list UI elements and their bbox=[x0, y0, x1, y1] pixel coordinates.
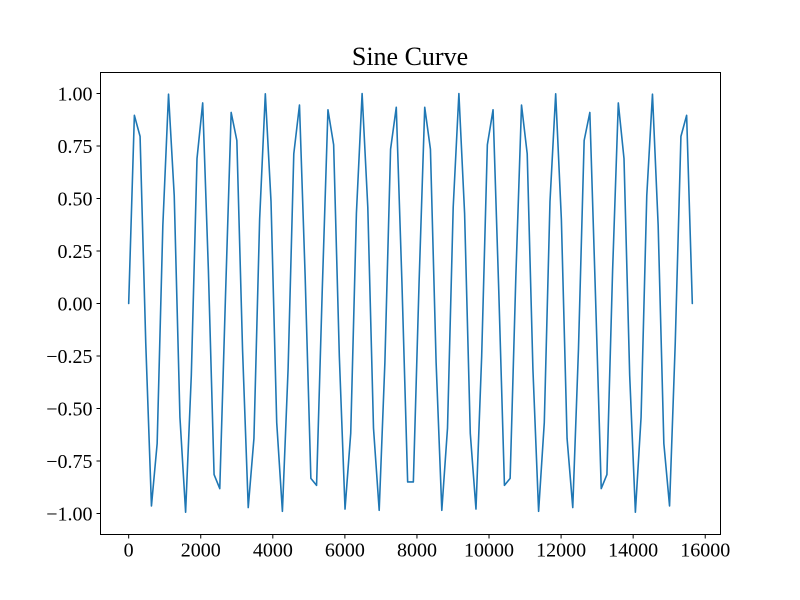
y-tick-label: 1.00 bbox=[58, 84, 93, 106]
y-tick-label: −1.00 bbox=[46, 504, 92, 526]
y-tick-label: −0.50 bbox=[46, 399, 92, 421]
x-tick-label: 2000 bbox=[181, 540, 221, 562]
y-tick-label: 0.00 bbox=[58, 294, 93, 316]
x-tick-label: 4000 bbox=[253, 540, 293, 562]
x-tick-label: 0 bbox=[124, 540, 134, 562]
axes-spines bbox=[100, 72, 721, 535]
chart-title: Sine Curve bbox=[352, 42, 468, 71]
x-tick-label: 14000 bbox=[608, 540, 658, 562]
x-tick-label: 10000 bbox=[464, 540, 514, 562]
x-tick-label: 16000 bbox=[680, 540, 730, 562]
x-tick-label: 8000 bbox=[397, 540, 437, 562]
y-tick-label: 0.75 bbox=[58, 136, 93, 158]
data-series bbox=[127, 92, 694, 514]
y-tick-label: −0.75 bbox=[46, 451, 92, 473]
y-tick-label: 0.25 bbox=[58, 241, 93, 263]
sine-line bbox=[127, 92, 694, 514]
plot-border bbox=[100, 72, 721, 535]
y-tick-label: 0.50 bbox=[58, 189, 93, 211]
axis-ticks: 0 2000 4000 6000 8000 10000 12000 14000 16000 1.0… bbox=[46, 84, 730, 562]
y-tick-label: −0.25 bbox=[46, 346, 92, 368]
x-tick-label: 12000 bbox=[536, 540, 586, 562]
x-tick-label: 6000 bbox=[325, 540, 365, 562]
